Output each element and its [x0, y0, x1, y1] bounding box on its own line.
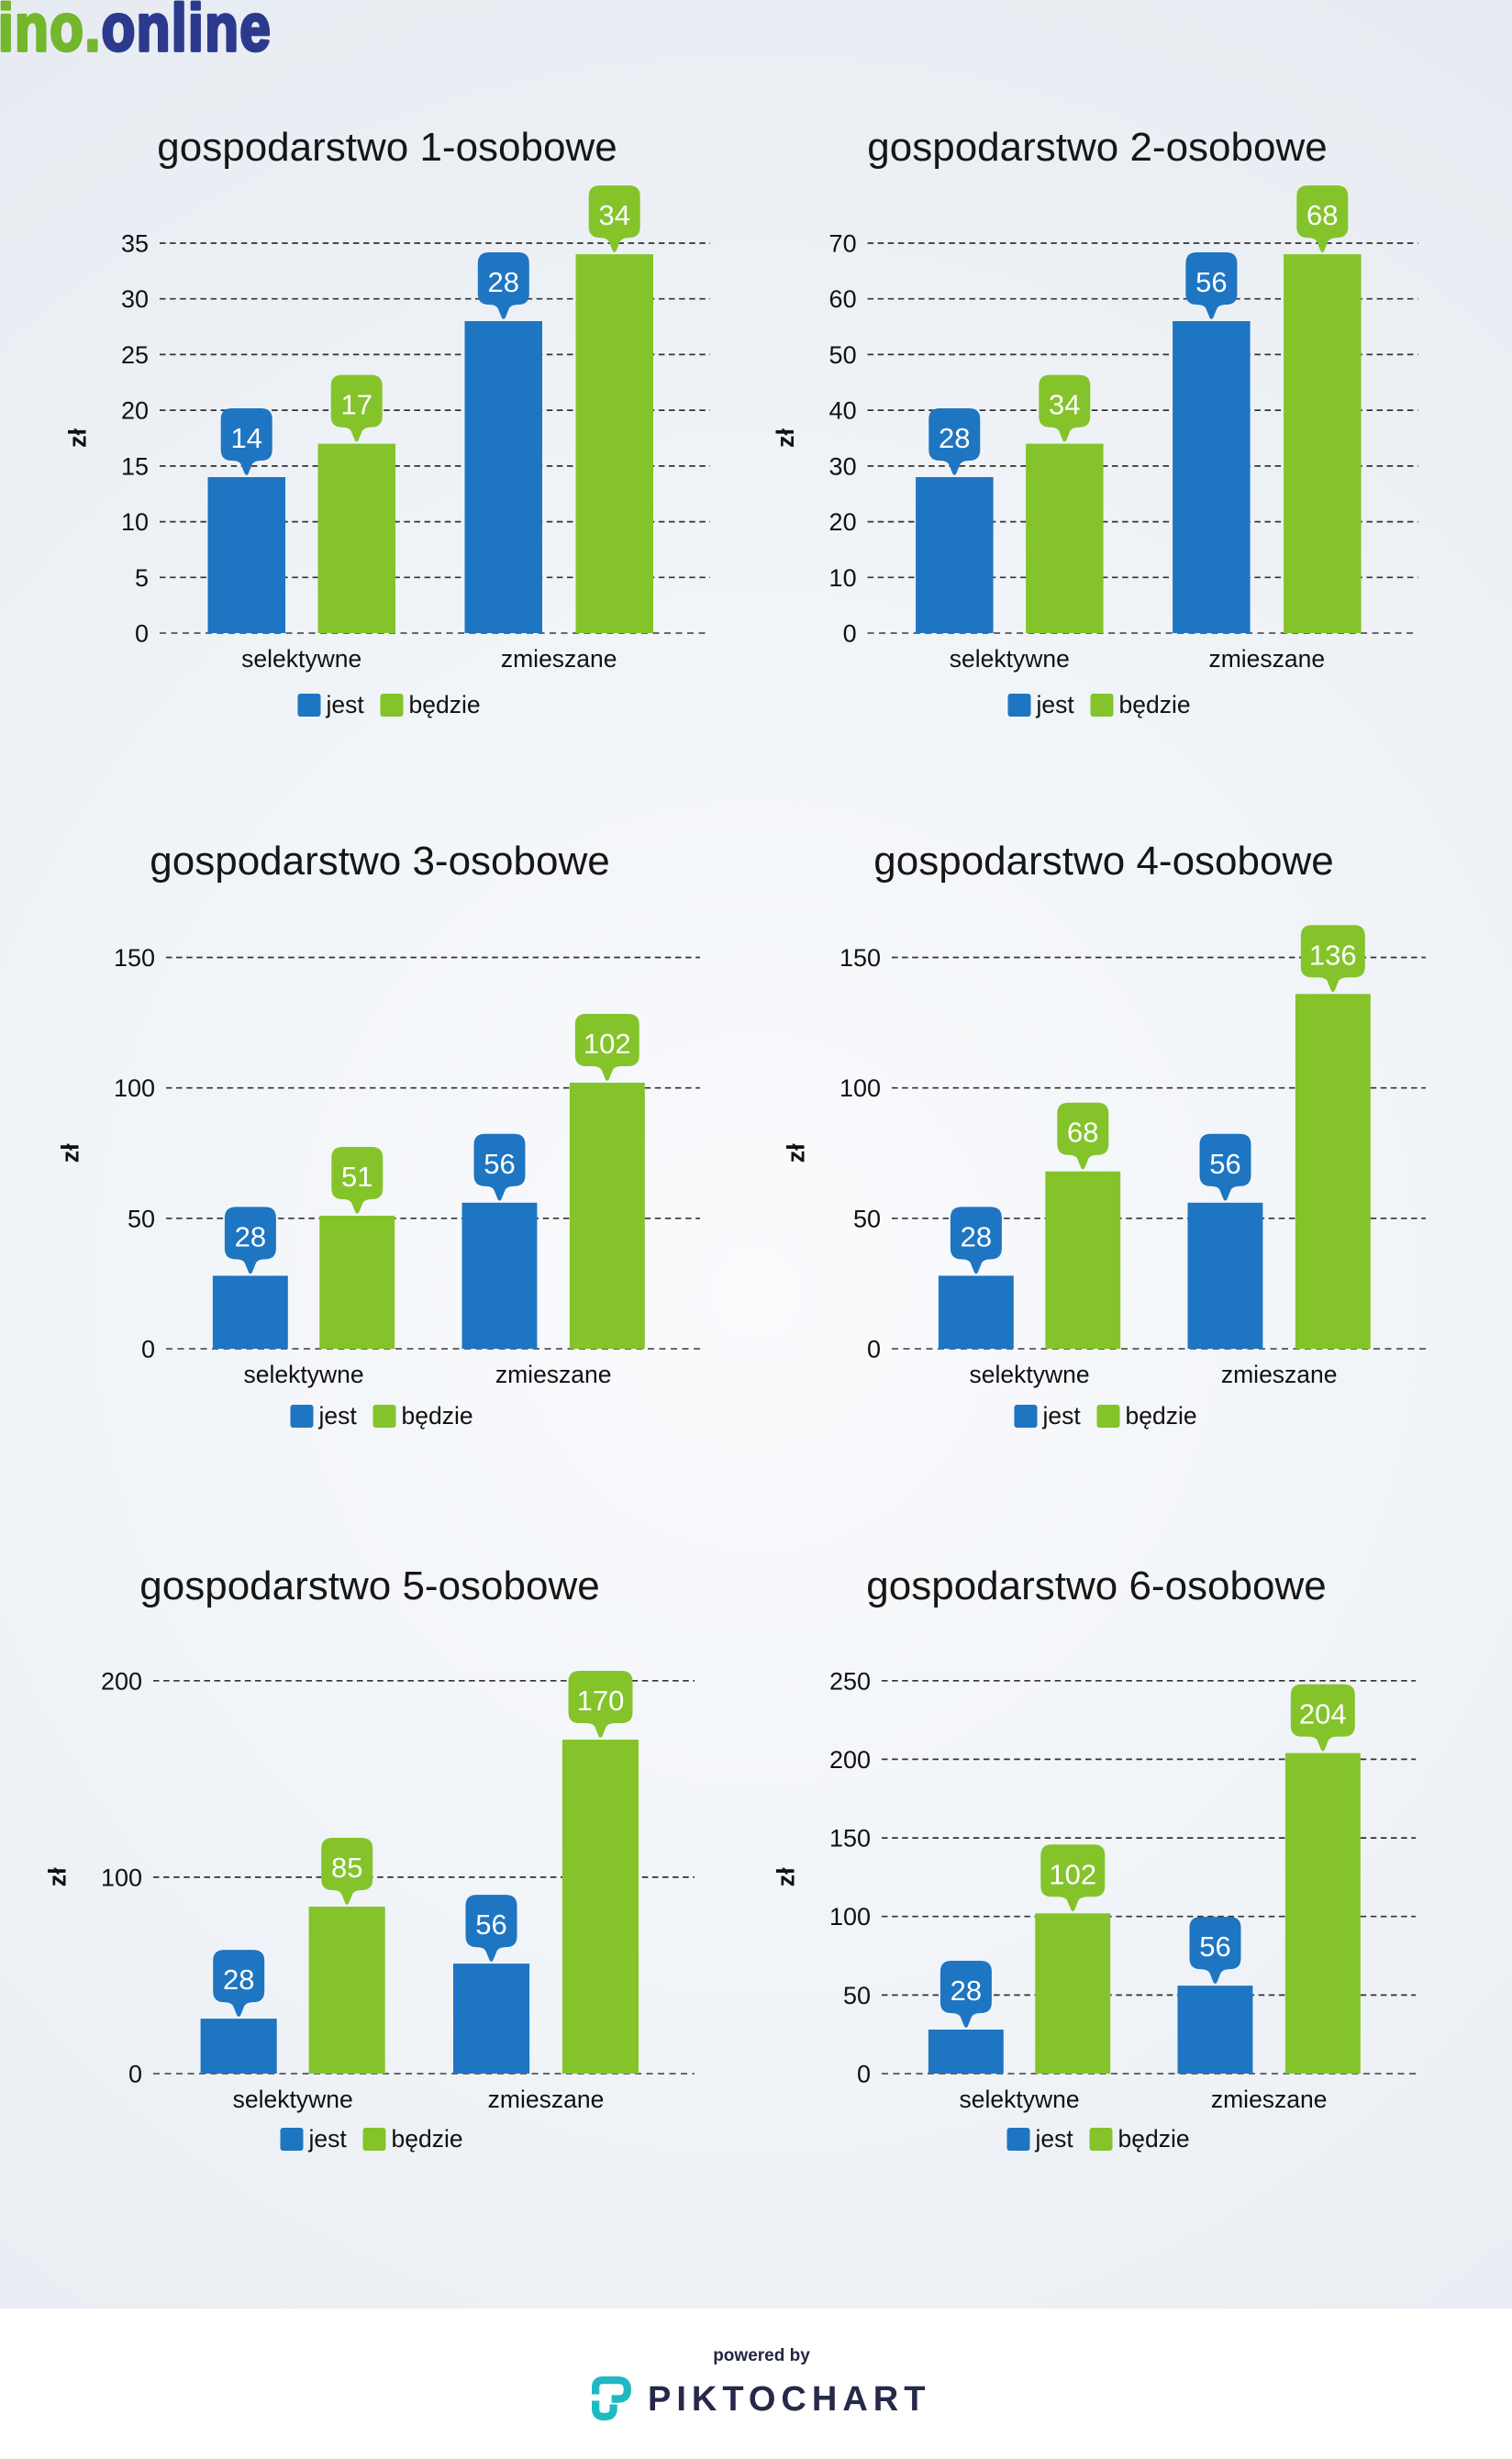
- svg-text:zł: zł: [782, 1143, 809, 1163]
- svg-text:jest: jest: [1036, 691, 1075, 718]
- svg-text:150: 150: [839, 944, 881, 972]
- svg-text:34: 34: [1049, 389, 1080, 421]
- svg-text:gospodarstwo 1-osobowe: gospodarstwo 1-osobowe: [157, 125, 617, 170]
- svg-text:gospodarstwo 2-osobowe: gospodarstwo 2-osobowe: [867, 125, 1327, 170]
- svg-text:jest: jest: [1042, 1402, 1082, 1430]
- svg-text:będzie: będzie: [409, 691, 481, 718]
- svg-text:0: 0: [141, 1336, 155, 1363]
- svg-text:17: 17: [340, 389, 372, 421]
- svg-text:28: 28: [951, 1975, 982, 2007]
- svg-text:zł: zł: [772, 428, 799, 449]
- svg-text:25: 25: [121, 341, 149, 369]
- svg-text:zł: zł: [43, 1867, 71, 1886]
- svg-text:ino.online: ino.online: [0, 0, 272, 65]
- svg-text:20: 20: [829, 508, 857, 536]
- svg-text:200: 200: [101, 1667, 142, 1695]
- svg-text:56: 56: [1195, 266, 1227, 298]
- svg-text:204: 204: [1299, 1698, 1347, 1730]
- svg-text:zmieszane: zmieszane: [1221, 1361, 1338, 1388]
- svg-text:będzie: będzie: [392, 2125, 463, 2153]
- svg-text:0: 0: [128, 2061, 142, 2088]
- svg-text:28: 28: [235, 1220, 266, 1252]
- svg-text:0: 0: [857, 2061, 871, 2088]
- svg-text:gospodarstwo 3-osobowe: gospodarstwo 3-osobowe: [150, 839, 609, 884]
- svg-text:selektywne: selektywne: [960, 2086, 1080, 2113]
- svg-text:170: 170: [577, 1685, 625, 1717]
- svg-text:5: 5: [135, 564, 149, 592]
- svg-text:34: 34: [598, 199, 629, 231]
- svg-text:zł: zł: [64, 428, 92, 449]
- svg-text:150: 150: [829, 1825, 871, 1853]
- svg-text:zmieszane: zmieszane: [488, 2086, 605, 2113]
- svg-text:selektywne: selektywne: [233, 2086, 353, 2113]
- svg-text:35: 35: [121, 230, 149, 258]
- svg-text:60: 60: [829, 285, 857, 313]
- svg-text:100: 100: [829, 1903, 871, 1930]
- svg-text:jest: jest: [326, 691, 365, 718]
- svg-text:będzie: będzie: [402, 1402, 473, 1430]
- svg-text:102: 102: [584, 1028, 631, 1060]
- svg-text:gospodarstwo 5-osobowe: gospodarstwo 5-osobowe: [139, 1563, 599, 1608]
- svg-text:28: 28: [961, 1220, 992, 1252]
- svg-text:56: 56: [475, 1908, 506, 1941]
- svg-text:136: 136: [1309, 939, 1357, 971]
- svg-text:selektywne: selektywne: [950, 645, 1070, 673]
- svg-text:250: 250: [829, 1667, 871, 1695]
- svg-text:150: 150: [114, 944, 155, 972]
- svg-text:0: 0: [867, 1336, 881, 1363]
- svg-text:0: 0: [135, 620, 149, 648]
- svg-text:15: 15: [121, 452, 149, 480]
- svg-text:68: 68: [1306, 199, 1338, 231]
- svg-text:50: 50: [843, 1982, 871, 2009]
- svg-text:gospodarstwo 6-osobowe: gospodarstwo 6-osobowe: [866, 1563, 1326, 1608]
- svg-text:30: 30: [121, 285, 149, 313]
- svg-text:będzie: będzie: [1126, 1402, 1197, 1430]
- svg-text:56: 56: [1209, 1148, 1240, 1180]
- svg-text:jest: jest: [308, 2125, 348, 2153]
- svg-text:68: 68: [1067, 1117, 1098, 1149]
- svg-text:będzie: będzie: [1118, 2125, 1190, 2153]
- svg-text:28: 28: [939, 422, 970, 454]
- svg-text:zmieszane: zmieszane: [495, 1361, 612, 1388]
- svg-text:14: 14: [230, 422, 261, 454]
- svg-text:zmieszane: zmieszane: [501, 645, 617, 673]
- svg-text:102: 102: [1049, 1858, 1096, 1890]
- svg-text:selektywne: selektywne: [244, 1361, 364, 1388]
- svg-text:56: 56: [1199, 1930, 1230, 1963]
- svg-text:50: 50: [853, 1205, 881, 1232]
- svg-text:100: 100: [101, 1864, 142, 1891]
- svg-text:gospodarstwo 4-osobowe: gospodarstwo 4-osobowe: [873, 839, 1333, 884]
- svg-text:zł: zł: [56, 1143, 83, 1163]
- svg-text:100: 100: [114, 1074, 155, 1102]
- svg-text:10: 10: [829, 564, 857, 592]
- svg-text:51: 51: [341, 1161, 372, 1193]
- svg-text:40: 40: [829, 397, 857, 425]
- svg-text:56: 56: [484, 1148, 515, 1180]
- svg-text:jest: jest: [1035, 2125, 1074, 2153]
- svg-text:85: 85: [331, 1852, 362, 1884]
- svg-text:28: 28: [488, 266, 519, 298]
- svg-text:20: 20: [121, 397, 149, 425]
- svg-text:zł: zł: [772, 1867, 799, 1886]
- svg-text:70: 70: [829, 230, 857, 258]
- svg-text:50: 50: [128, 1205, 155, 1232]
- svg-text:10: 10: [121, 508, 149, 536]
- svg-text:selektywne: selektywne: [970, 1361, 1090, 1388]
- svg-text:30: 30: [829, 452, 857, 480]
- svg-text:28: 28: [223, 1964, 254, 1996]
- svg-text:jest: jest: [318, 1402, 358, 1430]
- svg-text:selektywne: selektywne: [241, 645, 361, 673]
- svg-text:PIKTOCHART: PIKTOCHART: [648, 2380, 930, 2419]
- svg-text:powered by: powered by: [713, 2346, 810, 2365]
- svg-text:0: 0: [843, 620, 857, 648]
- svg-text:50: 50: [829, 341, 857, 369]
- svg-text:będzie: będzie: [1119, 691, 1191, 718]
- svg-text:100: 100: [839, 1074, 881, 1102]
- svg-text:200: 200: [829, 1746, 871, 1774]
- svg-text:zmieszane: zmieszane: [1208, 645, 1325, 673]
- svg-text:zmieszane: zmieszane: [1211, 2086, 1328, 2113]
